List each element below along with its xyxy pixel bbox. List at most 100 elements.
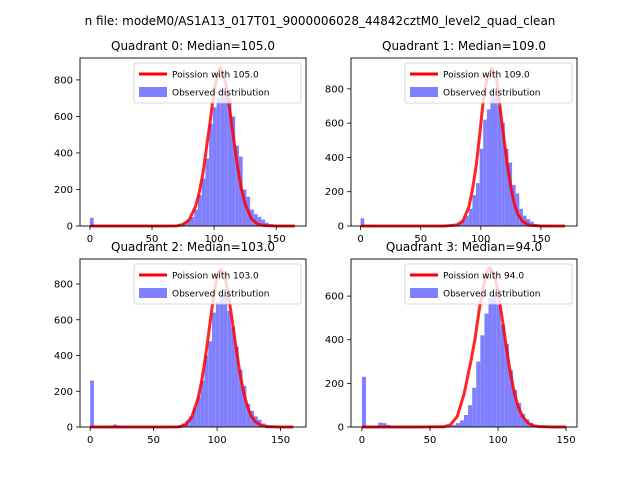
histogram-bar	[483, 119, 487, 226]
histogram-bar	[215, 301, 220, 427]
y-tick-label: 0	[338, 423, 344, 434]
histogram-bar	[476, 183, 480, 226]
histogram-bar	[216, 98, 221, 226]
histogram-bar	[468, 405, 473, 427]
histogram-bar	[193, 407, 197, 427]
x-tick-label: 50	[414, 234, 427, 245]
histogram-bar	[361, 376, 366, 427]
x-tick-label: 150	[531, 234, 550, 245]
y-tick-label: 400	[54, 351, 73, 362]
y-tick-label: 800	[54, 75, 73, 86]
y-tick-label: 600	[54, 315, 73, 326]
histogram-bar	[89, 217, 94, 226]
histogram-bar	[242, 189, 247, 226]
histogram-bar	[500, 324, 505, 427]
legend-label-observed: Observed distribution	[443, 290, 540, 300]
x-tick-label: 0	[359, 435, 365, 446]
panel-quadrant-3: 0 50 100 150 0 200 400 600 Quadrant 3: Median=94…	[325, 240, 578, 446]
x-tick-label: 0	[87, 435, 93, 446]
histogram-bar	[209, 123, 213, 226]
x-tick-label: 0	[357, 234, 363, 245]
legend-label-poisson: Poission with 103.0	[172, 272, 259, 282]
panel-title: Quadrant 1: Median=109.0	[382, 39, 546, 53]
histogram-bar	[257, 216, 262, 226]
legend-box	[404, 263, 573, 305]
histogram-bar	[455, 423, 460, 427]
histogram-bar	[194, 209, 198, 226]
x-tick-label: 50	[424, 435, 437, 446]
axes-frame	[79, 258, 307, 428]
histogram-bar	[196, 396, 201, 427]
histogram-bar	[220, 87, 225, 226]
y-tick-label: 600	[325, 119, 344, 130]
y-tick-label: 200	[325, 379, 344, 390]
legend: Poission with 109.0 Observed distribution	[404, 62, 573, 104]
histogram-bar	[490, 88, 495, 226]
histogram-bar	[197, 194, 202, 226]
histogram-bar	[212, 107, 217, 226]
legend-hist-swatch	[410, 288, 438, 298]
x-tick-label: 100	[471, 234, 490, 245]
histogram-bar	[513, 389, 518, 427]
legend-label-poisson: Poission with 105.0	[172, 71, 259, 81]
x-tick-label: 50	[147, 435, 160, 446]
histogram-bar	[497, 106, 502, 226]
panel-quadrant-0: 0 50 100 150 0 200 400 600 800 Quadrant 0: Median…	[54, 39, 307, 245]
histogram-bar	[238, 369, 243, 427]
histogram-bar	[253, 214, 258, 226]
histogram-bar	[504, 344, 509, 427]
histogram-bar	[488, 298, 493, 427]
histogram-bar	[492, 293, 497, 427]
histogram-bar	[186, 219, 191, 226]
histogram-bar	[468, 208, 473, 226]
y-tick-label: 200	[54, 387, 73, 398]
y-tick-label: 600	[325, 292, 344, 303]
histogram-bar	[360, 218, 365, 226]
histogram-bar	[234, 346, 239, 427]
histogram-bar	[526, 219, 531, 226]
legend-label-poisson: Poission with 109.0	[443, 71, 530, 81]
x-tick-label: 150	[271, 435, 290, 446]
legend-label-observed: Observed distribution	[443, 89, 540, 99]
histogram-bar	[504, 148, 509, 226]
histogram-bar	[223, 294, 228, 427]
legend: Poission with 103.0 Observed distribution	[133, 263, 302, 305]
y-tick-label: 400	[54, 148, 73, 159]
histogram-bar	[224, 90, 228, 227]
histogram-bar	[231, 116, 236, 226]
histogram-bar	[190, 216, 195, 226]
x-tick-label: 100	[208, 435, 227, 446]
legend-hist-swatch	[410, 87, 438, 97]
histogram-bar	[378, 422, 383, 427]
histogram-bar	[522, 215, 527, 226]
histogram-bar	[231, 326, 235, 427]
axes-frame	[350, 258, 578, 428]
y-tick-label: 800	[325, 84, 344, 95]
legend-label-observed: Observed distribution	[172, 290, 269, 300]
histogram-bar	[479, 148, 484, 226]
histogram-bar	[451, 424, 456, 427]
legend-label-poisson: Poission with 94.0	[443, 272, 524, 282]
figure-suptitle: n file: modeM0/AS1A13_017T01_9000006028_…	[85, 14, 556, 28]
histogram-bar	[461, 220, 466, 226]
legend-hist-swatch	[139, 87, 167, 97]
histogram-bar	[242, 385, 247, 427]
histogram-bar	[517, 403, 522, 427]
histogram-bar	[205, 158, 210, 226]
histogram-bar	[459, 420, 464, 427]
histogram-bar	[486, 109, 491, 226]
histogram-bar	[189, 416, 193, 427]
histogram-bar	[465, 215, 469, 226]
y-tick-label: 800	[54, 280, 73, 291]
histogram-bar	[227, 310, 232, 427]
histogram-bar	[246, 403, 251, 427]
x-tick-label: 100	[488, 435, 507, 446]
histogram-bars	[90, 292, 293, 427]
histogram-bar	[261, 219, 266, 226]
panel-title: Quadrant 3: Median=94.0	[386, 240, 542, 254]
x-tick-label: 150	[267, 234, 286, 245]
panel-title: Quadrant 0: Median=105.0	[111, 39, 275, 53]
y-tick-label: 400	[325, 335, 344, 346]
x-tick-label: 0	[87, 234, 93, 245]
